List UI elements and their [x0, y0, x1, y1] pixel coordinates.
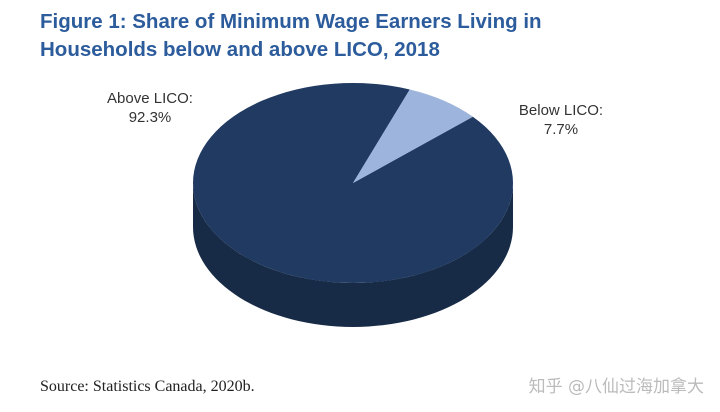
watermark: 知乎 @八仙过海加拿大 [528, 377, 704, 397]
slice-side [193, 183, 513, 327]
slice-label: Above LICO: [107, 90, 193, 107]
value-label: 92.3% [129, 109, 172, 126]
slice-label: Below LICO: [519, 102, 603, 119]
chart-title: Figure 1: Share of Minimum Wage Earners … [40, 10, 542, 61]
source-note: Source: Statistics Canada, 2020b. [40, 378, 255, 395]
pie-slice [353, 89, 473, 183]
value-label: 7.7% [544, 121, 578, 138]
